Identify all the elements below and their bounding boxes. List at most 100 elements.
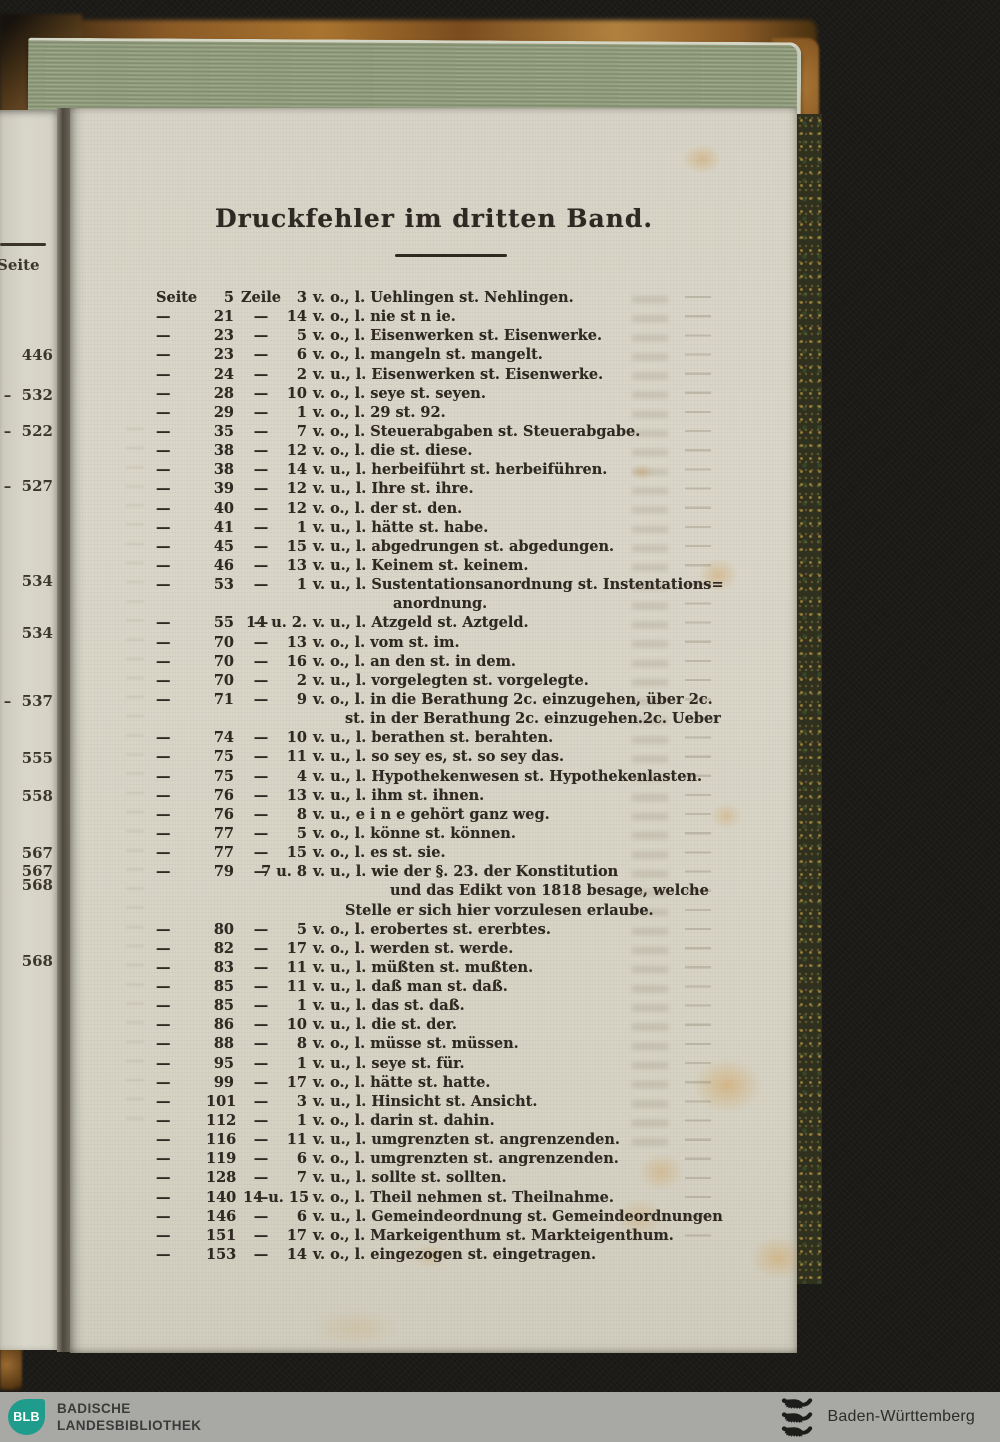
margin-page-number: 567 bbox=[21, 862, 53, 880]
errata-cell: 85 bbox=[213, 978, 234, 996]
errata-cell: — bbox=[253, 1246, 269, 1264]
previous-page-edge: Seite 446 – 532 – 522 – 527 534 534 – 537 555 55… bbox=[0, 110, 57, 1350]
errata-cell: v. u., l. so sey es, st. so sey das. bbox=[313, 748, 565, 766]
errata-cell: v. u., l. Hinsicht st. Ansicht. bbox=[313, 1092, 538, 1110]
blb-logo: BLB bbox=[8, 1399, 45, 1435]
errata-cell: 77 bbox=[213, 824, 234, 842]
errata-cell: 3 bbox=[296, 289, 307, 306]
errata-row: — 119 — 6 v. o., l. umgrenzten st. angrenzen… bbox=[156, 1149, 776, 1168]
margin-page-number: 446 bbox=[21, 346, 53, 364]
errata-cell: v. u., l. ihm st. ihnen. bbox=[313, 786, 485, 804]
errata-cell: 45 bbox=[213, 537, 234, 555]
library-name: BADISCHE LANDESBIBLIOTHEK bbox=[57, 1400, 201, 1434]
errata-cell: v. o., l. Eisenwerken st. Eisenwerke. bbox=[313, 327, 603, 345]
errata-row: — 95 — 1 v. u., l. seye st. für. bbox=[156, 1054, 776, 1073]
errata-cell: v. u., l. sollte st. sollten. bbox=[313, 1169, 507, 1187]
errata-cell: 3 bbox=[296, 1092, 307, 1110]
errata-cell: — bbox=[156, 308, 171, 326]
errata-row: — 77 — 15 v. o., l. es st. sie. bbox=[156, 843, 776, 862]
errata-cell: 101 bbox=[206, 1092, 237, 1110]
errata-row: — 41 — 1 v. u., l. hätte st. habe. bbox=[156, 518, 776, 537]
errata-cell: 79 bbox=[213, 863, 234, 881]
margin-page-number: 567 bbox=[21, 844, 53, 862]
errata-cell: — bbox=[156, 556, 171, 574]
errata-row: — 40 — 12 v. o., l. der st. den. bbox=[156, 499, 776, 518]
errata-cell: v. o., l. es st. sie. bbox=[313, 844, 446, 862]
errata-row: — 82 — 17 v. o., l. werden st. werde. bbox=[156, 939, 776, 958]
errata-cell: v. u., l. wie der §. 23. der Konstitutio… bbox=[313, 863, 619, 881]
errata-cell: 17 bbox=[286, 1226, 307, 1244]
errata-cell: — bbox=[253, 327, 269, 345]
errata-cell: v. u., l. vorgelegten st. vorgelegte. bbox=[313, 671, 589, 689]
errata-cell: 80 bbox=[213, 920, 234, 938]
errata-cell: — bbox=[156, 1016, 171, 1034]
errata-cell: — bbox=[156, 480, 171, 498]
errata-cell: — bbox=[253, 308, 269, 326]
errata-cell: — bbox=[156, 748, 171, 766]
errata-cell: 7 bbox=[296, 422, 307, 440]
errata-cell: 128 bbox=[206, 1169, 237, 1187]
errata-row: — 88 — 8 v. o., l. müsse st. müssen. bbox=[156, 1034, 776, 1053]
errata-row: — 38 — 14 v. u., l. herbeiführt st. herbeifü… bbox=[156, 460, 776, 479]
errata-cell: v. u., l. müßten st. mußten. bbox=[313, 958, 534, 976]
errata-cell: 11 bbox=[286, 748, 307, 766]
errata-cell: — bbox=[253, 499, 269, 517]
errata-cell: — bbox=[156, 1131, 171, 1149]
errata-cell: — bbox=[156, 1073, 171, 1091]
errata-cell: — bbox=[253, 1169, 269, 1187]
errata-cell: — bbox=[156, 939, 171, 957]
errata-cell: — bbox=[253, 480, 269, 498]
errata-cell: — bbox=[253, 442, 269, 460]
errata-cell: 1 bbox=[296, 518, 307, 536]
errata-cell: v. o., l. Uehlingen st. Nehlingen. bbox=[313, 289, 574, 306]
errata-cell: — bbox=[156, 346, 171, 364]
errata-cell: — bbox=[253, 997, 269, 1015]
errata-cell: 15 bbox=[286, 844, 307, 862]
page-gutter-shadow bbox=[57, 108, 70, 1352]
errata-cell: 5 bbox=[296, 920, 307, 938]
margin-page-number: 568 bbox=[21, 876, 53, 894]
errata-cell: v. u., l. herbeiführt st. herbeiführen. bbox=[313, 461, 608, 479]
errata-row: — 38 — 12 v. o., l. die st. diese. bbox=[156, 441, 776, 460]
errata-cell: — bbox=[253, 1226, 269, 1244]
errata-cell: — bbox=[253, 1016, 269, 1034]
errata-cell: — bbox=[156, 1112, 171, 1130]
errata-continuation: Stelle er sich hier vorzulesen erlaube. bbox=[345, 901, 654, 919]
errata-cell: — bbox=[156, 844, 171, 862]
errata-cell: v. u., l. Sustentationsanordnung st. Ins… bbox=[313, 576, 724, 594]
errata-cell: 75 bbox=[213, 767, 234, 785]
errata-cell: 13 bbox=[286, 786, 307, 804]
errata-cell: — bbox=[156, 786, 171, 804]
errata-cell: 41 bbox=[213, 518, 234, 536]
errata-cell: — bbox=[253, 767, 269, 785]
errata-cell: v. o., l. Steuerabgaben st. Steuerabgabe… bbox=[313, 422, 641, 440]
library-name-line1: BADISCHE bbox=[57, 1401, 131, 1416]
errata-cell: v. o., l. könne st. können. bbox=[313, 824, 516, 842]
errata-cell: — bbox=[156, 403, 171, 421]
errata-cell: 24 bbox=[213, 365, 234, 383]
errata-row: — 83 — 11 v. u., l. müßten st. mußten. bbox=[156, 958, 776, 977]
errata-cell: v. o., l. umgrenzten st. angrenzenden. bbox=[313, 1150, 619, 1168]
errata-cell: 6 bbox=[296, 1150, 307, 1168]
errata-cell: — bbox=[156, 652, 171, 670]
errata-row: — 71 — 9 v. o., l. in die Berathung 2c. einz… bbox=[156, 690, 776, 709]
errata-cell: 77 bbox=[213, 844, 234, 862]
ink-showthrough-left bbox=[126, 428, 144, 1128]
errata-cell: — bbox=[253, 690, 269, 708]
errata-cell: v. o., l. darin st. dahin. bbox=[313, 1112, 495, 1130]
errata-cell: v. o., l. 29 st. 92. bbox=[313, 403, 446, 421]
errata-cell: — bbox=[156, 365, 171, 383]
errata-cell: — bbox=[156, 767, 171, 785]
errata-row: — 86 — 10 v. u., l. die st. der. bbox=[156, 1015, 776, 1034]
errata-list: Seite 5 Zeile 3 v. o., l. Uehlingen st. Nehl… bbox=[156, 288, 776, 1264]
errata-cell: v. o., l. der st. den. bbox=[313, 499, 463, 517]
errata-cell: — bbox=[253, 1188, 269, 1206]
errata-cell: 5 bbox=[223, 289, 234, 306]
errata-row: — 24 — 2 v. u., l. Eisenwerken st. Eisenwerk… bbox=[156, 365, 776, 384]
errata-cell: v. o., l. Theil nehmen st. Theilnahme. bbox=[313, 1188, 614, 1206]
errata-cell: 5 bbox=[296, 327, 307, 345]
errata-row: — 29 — 1 v. o., l. 29 st. 92. bbox=[156, 403, 776, 422]
margin-page-number: – 522 bbox=[3, 422, 53, 440]
errata-cell: 40 bbox=[213, 499, 234, 517]
